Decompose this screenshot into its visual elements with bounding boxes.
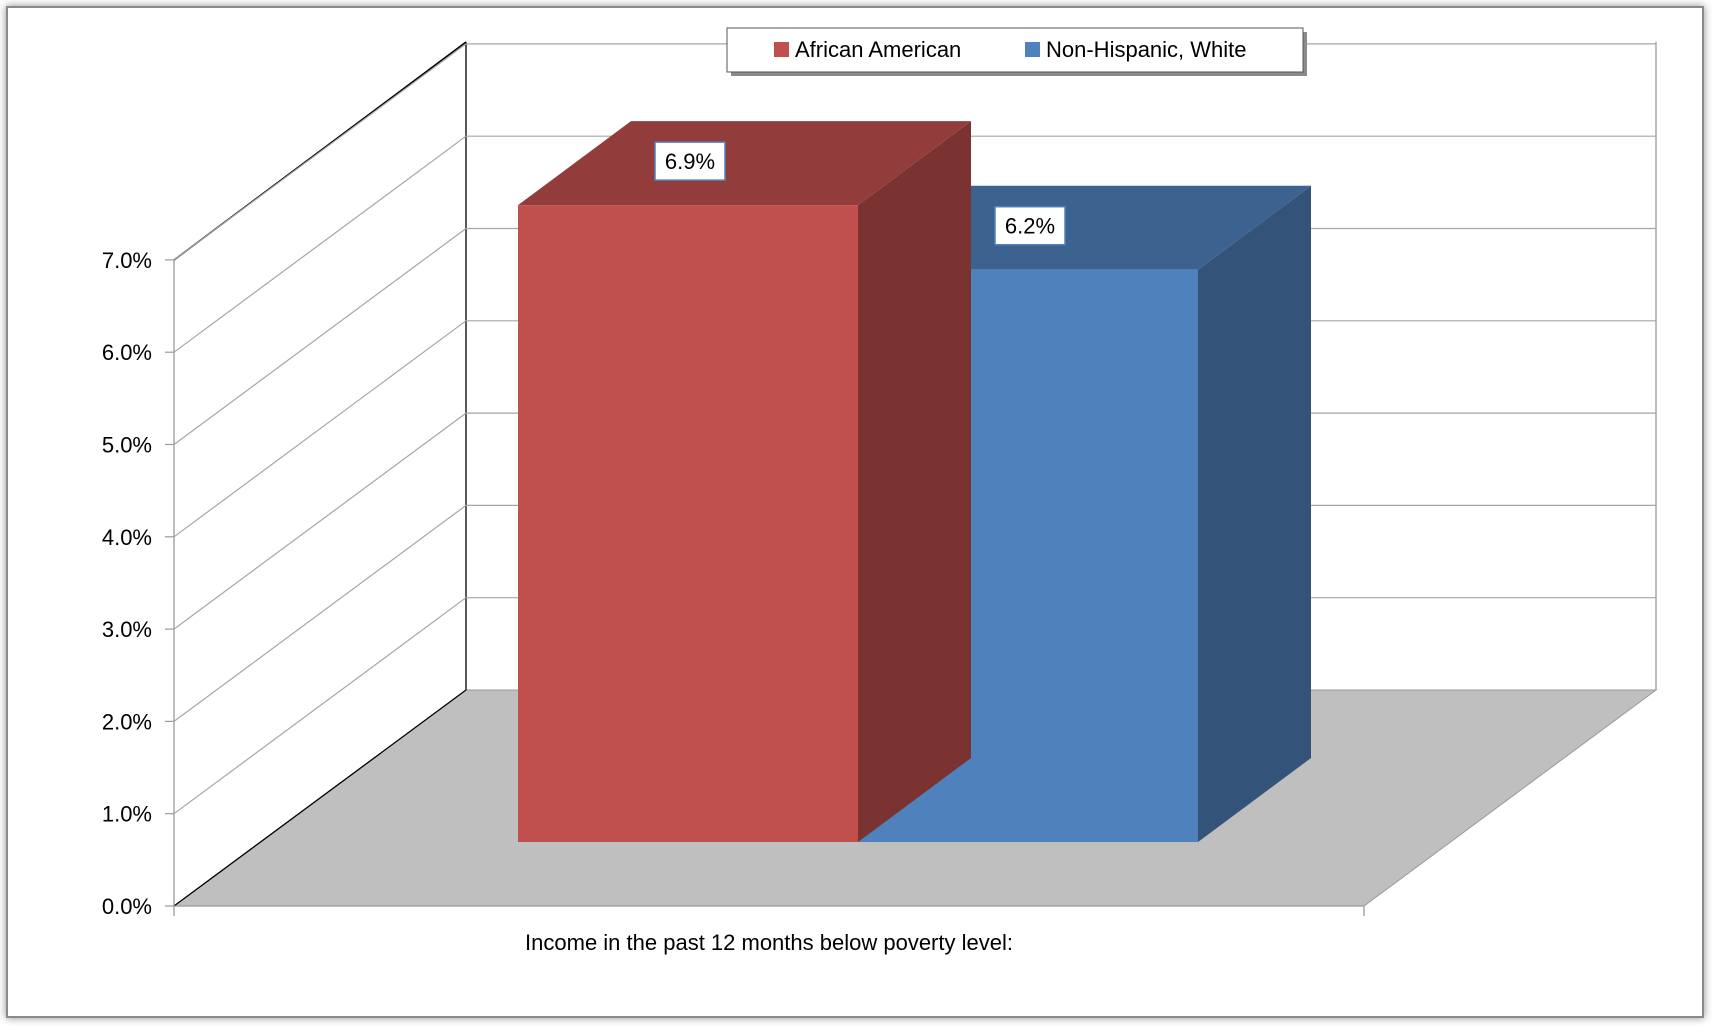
- y-tick-label: 3.0%: [102, 617, 152, 642]
- y-tick-label: 6.0%: [102, 340, 152, 365]
- bar-front-african-american: [518, 205, 858, 842]
- y-tick-label: 2.0%: [102, 709, 152, 734]
- data-label-text: 6.9%: [665, 149, 715, 174]
- data-label-non-hispanic-white: 6.2%: [994, 205, 1066, 246]
- gridline-left-wall: [173, 412, 467, 630]
- legend-swatch-african-american: [774, 42, 789, 57]
- data-label-box: [994, 205, 1066, 246]
- bar-top-african-american: [518, 121, 971, 206]
- legend-label-african-american: African American: [795, 37, 961, 62]
- legend-box: [726, 27, 1304, 73]
- gridline-left-wall: [173, 43, 467, 261]
- gridline-left-wall: [173, 320, 467, 538]
- data-label-text: 6.2%: [1005, 214, 1055, 239]
- bars: [518, 121, 1311, 843]
- bar-top-non-hispanic-white: [858, 185, 1311, 270]
- y-tick-label: 0.0%: [102, 894, 152, 919]
- bar-side-african-american: [858, 121, 971, 842]
- y-tick-label: 1.0%: [102, 802, 152, 827]
- gridline-left-wall: [173, 597, 467, 815]
- legend-label-non-hispanic-white: Non-Hispanic, White: [1046, 37, 1247, 62]
- gridline-left-wall: [173, 228, 467, 445]
- legend-swatch-non-hispanic-white: [1025, 42, 1040, 57]
- y-tick-label: 5.0%: [102, 433, 152, 458]
- data-label-african-american: 6.9%: [654, 141, 726, 181]
- floor-left-edge: [173, 689, 467, 907]
- data-labels: 6.2% 6.9%: [654, 141, 1066, 246]
- x-category-label: Income in the past 12 months below pover…: [525, 930, 1013, 955]
- legend: African American Non-Hispanic, White: [726, 27, 1307, 76]
- y-tick-label: 4.0%: [102, 525, 152, 550]
- bar-african-american: [518, 121, 971, 842]
- bar-side-non-hispanic-white: [1198, 185, 1311, 843]
- data-label-box: [654, 141, 726, 181]
- gridline-left-wall: [173, 504, 467, 722]
- gridline-left-wall: [173, 135, 467, 353]
- y-tick-label: 7.0%: [102, 248, 152, 273]
- y-axis-ticks: 0.0% 1.0% 2.0% 3.0% 4.0% 5.0% 6.0% 7.0%: [102, 248, 174, 919]
